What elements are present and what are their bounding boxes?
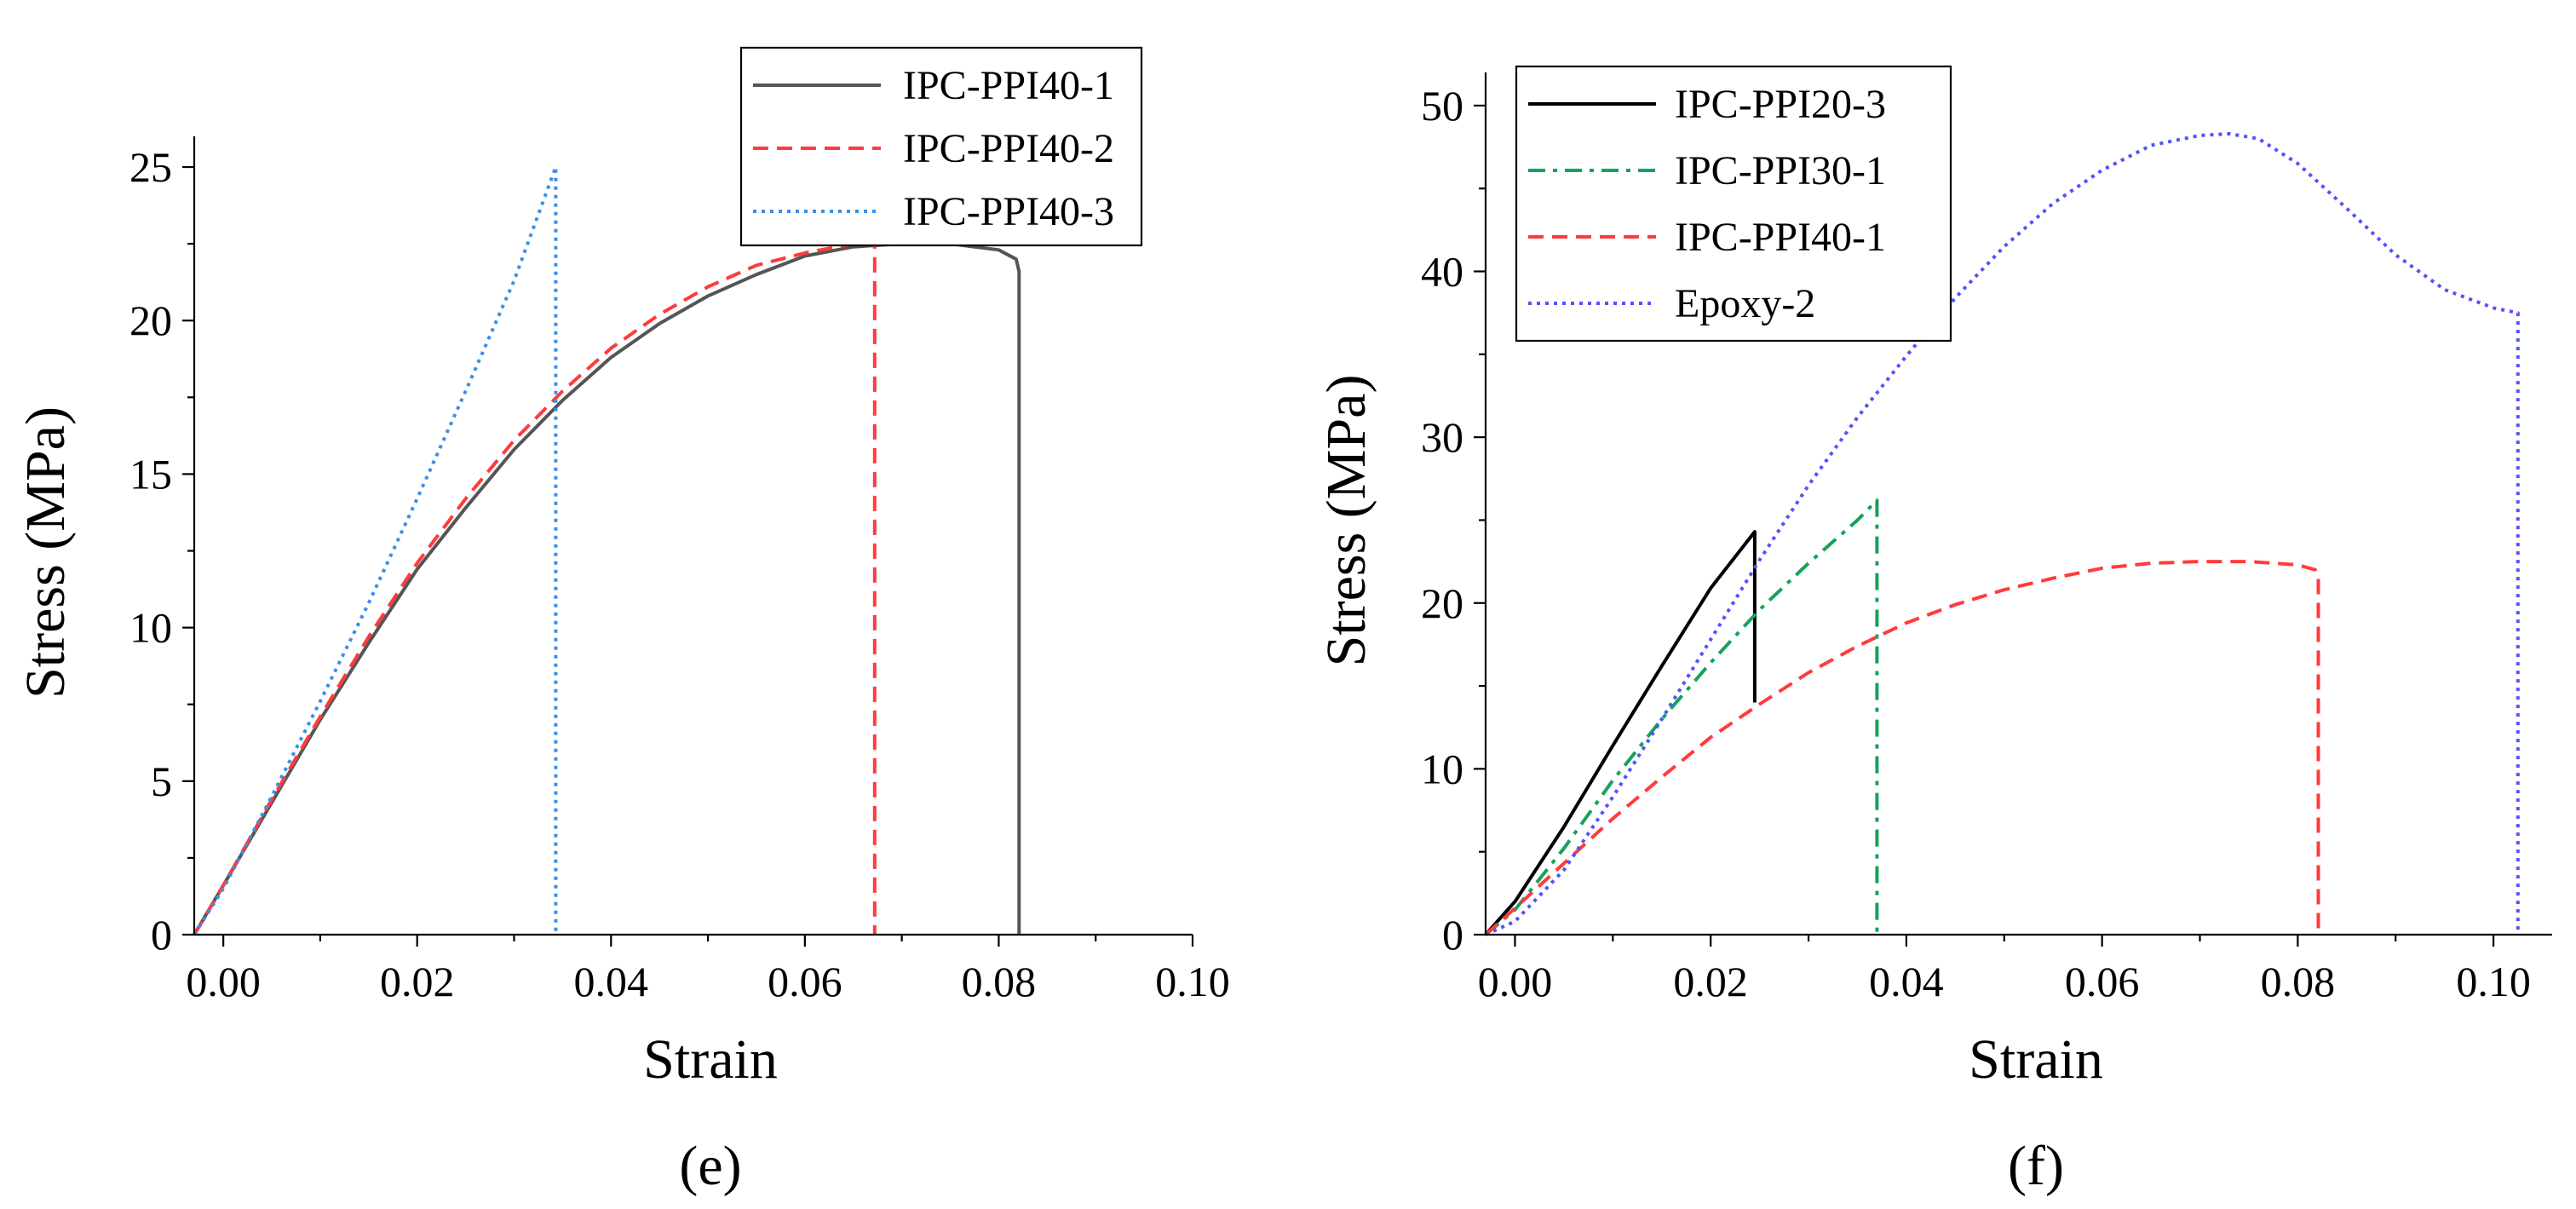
x-tick-label: 0.02: [1673, 958, 1748, 1005]
panel-label: (e): [679, 1135, 741, 1197]
y-tick-label: 15: [129, 450, 172, 498]
series-line-ipc-ppi40-1: [193, 242, 1021, 936]
series-line-ipc-ppi40-1: [1484, 560, 2320, 936]
x-tick-label: 0.10: [2456, 958, 2531, 1005]
y-tick-label: 10: [129, 604, 172, 652]
panel-label: (f): [2008, 1135, 2064, 1197]
y-tick-label: 0: [151, 911, 172, 959]
x-axis-title: Strain: [1969, 1028, 2103, 1091]
x-tick-label: 0.08: [962, 958, 1037, 1005]
x-tick-label: 0.02: [380, 958, 455, 1005]
x-tick-label: 0.00: [186, 958, 261, 1005]
series-line-epoxy-2: [1485, 132, 2520, 936]
legend-label: IPC-PPI40-1: [1675, 215, 1886, 260]
y-tick-label: 10: [1421, 745, 1463, 792]
x-tick-label: 0.06: [768, 958, 842, 1005]
y-tick-label: 0: [1442, 911, 1463, 959]
legend: IPC-PPI20-3 IPC-PPI30-1 IPC-PPI40-1 Epoxy-2: [1515, 65, 1952, 343]
y-axis-title: Stress (MPa): [14, 406, 77, 699]
legend-label: IPC-PPI40-1: [903, 63, 1114, 108]
legend: IPC-PPI40-1 IPC-PPI40-2 IPC-PPI40-3: [739, 46, 1143, 247]
y-tick-label: 40: [1421, 248, 1463, 296]
x-axis-title: Strain: [643, 1028, 778, 1091]
chart-panel-f: 0.00 0.02 0.04 0.06 0.08 0.10 0 10 20 30 40 50 Strai…: [1315, 65, 2552, 1197]
legend-box: [1515, 65, 1952, 343]
x-tick-label: 0.10: [1155, 958, 1230, 1005]
x-tick-label: 0.00: [1478, 958, 1553, 1005]
series-line-ipc-ppi40-3: [193, 165, 558, 936]
chart-panel-e: 0.00 0.02 0.04 0.06 0.08 0.10 0 5 10 15 20 25 Strain…: [14, 46, 1230, 1197]
legend-label: IPC-PPI40-3: [903, 189, 1114, 234]
legend-label: IPC-PPI30-1: [1675, 148, 1886, 193]
plot-area: [193, 165, 1021, 936]
legend-label: IPC-PPI40-2: [903, 126, 1114, 171]
y-tick-label: 5: [151, 757, 172, 805]
y-tick-label: 20: [129, 296, 172, 344]
legend-label: IPC-PPI20-3: [1675, 82, 1886, 127]
x-tick-label: 0.04: [574, 958, 649, 1005]
series-line-ipc-ppi30-1: [1484, 498, 1879, 936]
y-tick-label: 20: [1421, 579, 1463, 627]
y-tick-label: 50: [1421, 82, 1463, 130]
series-line-ipc-ppi40-2: [193, 242, 877, 936]
x-tick-label: 0.08: [2261, 958, 2336, 1005]
plot-area: [1484, 132, 2520, 936]
x-tick-label: 0.04: [1869, 958, 1944, 1005]
legend-label: Epoxy-2: [1675, 281, 1815, 326]
y-axis-title: Stress (MPa): [1315, 375, 1377, 667]
y-tick-label: 30: [1421, 413, 1463, 461]
series-line-ipc-ppi20-3: [1484, 530, 1757, 936]
x-tick-label: 0.06: [2065, 958, 2140, 1005]
y-tick-label: 25: [129, 143, 172, 191]
